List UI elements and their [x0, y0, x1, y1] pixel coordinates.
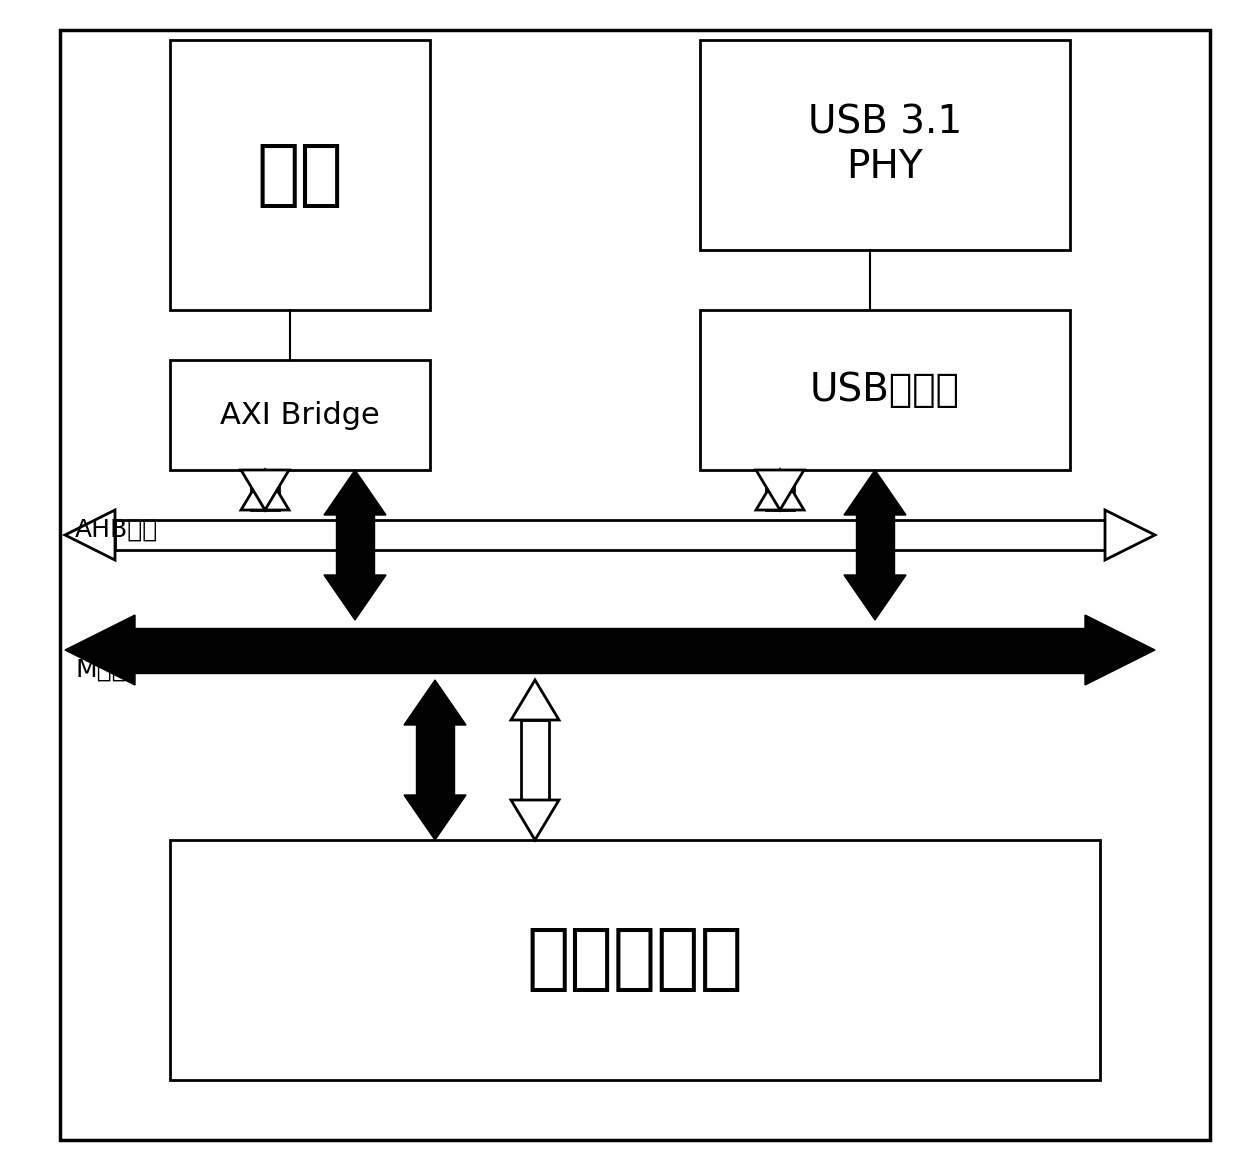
Bar: [521, 720, 549, 800]
Polygon shape: [844, 576, 906, 620]
Polygon shape: [64, 615, 135, 685]
Text: 其他子模块: 其他子模块: [527, 925, 744, 995]
Bar: [766, 469, 794, 510]
Bar: [135, 628, 1085, 672]
Text: AHB总线: AHB总线: [74, 518, 159, 542]
Polygon shape: [404, 680, 466, 725]
Bar: [415, 725, 454, 795]
Polygon shape: [1105, 510, 1154, 560]
Bar: [336, 515, 374, 576]
Polygon shape: [64, 510, 115, 560]
Bar: [170, 360, 430, 469]
Text: M总线: M总线: [74, 658, 126, 682]
Polygon shape: [756, 469, 804, 510]
Text: USB控制器: USB控制器: [810, 370, 960, 409]
Bar: [701, 310, 1070, 469]
Polygon shape: [404, 795, 466, 840]
Polygon shape: [511, 680, 559, 720]
Polygon shape: [241, 469, 289, 510]
Text: USB 3.1
PHY: USB 3.1 PHY: [808, 104, 962, 186]
Bar: [115, 520, 1105, 550]
Bar: [170, 840, 1100, 1080]
Text: 内核: 内核: [257, 141, 343, 210]
Polygon shape: [844, 469, 906, 515]
Polygon shape: [511, 800, 559, 840]
Bar: [856, 515, 894, 576]
Bar: [701, 40, 1070, 250]
Bar: [250, 469, 279, 510]
Polygon shape: [324, 469, 386, 515]
Text: AXI Bridge: AXI Bridge: [221, 401, 379, 430]
Polygon shape: [756, 469, 804, 510]
Polygon shape: [241, 469, 289, 510]
Polygon shape: [324, 576, 386, 620]
Polygon shape: [1085, 615, 1154, 685]
Bar: [170, 40, 430, 310]
